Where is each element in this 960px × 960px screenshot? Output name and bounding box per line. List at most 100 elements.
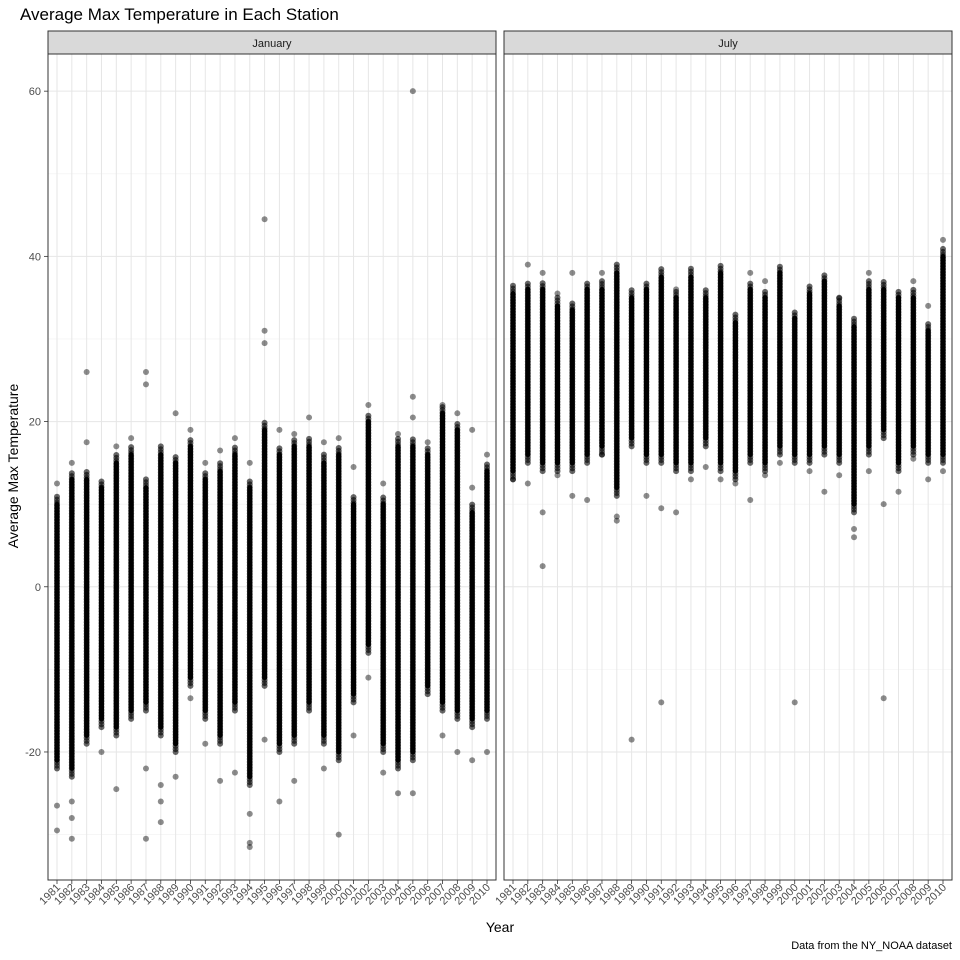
data-point — [276, 798, 283, 805]
data-point — [776, 263, 783, 270]
data-point — [68, 470, 75, 477]
data-point — [484, 461, 490, 468]
data-point — [68, 835, 75, 842]
data-point — [598, 278, 605, 285]
data-point — [762, 288, 769, 295]
facet-strip-label: January — [252, 38, 292, 50]
data-point — [157, 798, 164, 805]
data-point — [54, 802, 60, 809]
data-point — [261, 419, 268, 426]
data-point — [791, 309, 798, 316]
data-point — [142, 369, 149, 376]
data-point — [628, 287, 635, 294]
data-point — [98, 478, 105, 485]
data-point — [68, 798, 75, 805]
data-point — [291, 777, 298, 784]
data-point — [469, 426, 476, 433]
data-point — [454, 421, 461, 428]
data-point — [569, 300, 576, 307]
data-point — [895, 288, 902, 295]
data-point — [276, 445, 283, 452]
data-point — [142, 765, 149, 772]
data-point — [365, 674, 372, 681]
data-point — [925, 321, 932, 328]
data-point — [231, 769, 238, 776]
data-point — [335, 435, 342, 442]
data-point — [172, 454, 179, 461]
data-point — [172, 410, 179, 417]
data-point — [128, 444, 135, 451]
data-point — [113, 786, 120, 793]
data-point — [613, 261, 620, 268]
facet-panel-july: July198119821983198419851986198719881989… — [493, 30, 953, 907]
data-point — [584, 280, 591, 287]
data-point — [350, 494, 357, 501]
chart-title: Average Max Temperature in Each Station — [20, 5, 339, 24]
data-point — [424, 439, 431, 446]
data-point — [113, 452, 120, 459]
data-point — [469, 501, 476, 508]
data-point — [469, 484, 476, 491]
data-point — [687, 265, 694, 272]
data-point — [320, 451, 327, 458]
data-point — [202, 470, 209, 477]
data-point — [261, 216, 268, 223]
data-point — [187, 695, 194, 702]
data-point — [510, 282, 516, 289]
data-point — [454, 410, 461, 417]
facet-panel-january: January198119821983198419851986198719881… — [37, 30, 497, 907]
data-point — [261, 327, 268, 334]
data-point — [806, 283, 813, 290]
y-tick-label: -20 — [25, 747, 41, 759]
data-point — [910, 286, 917, 293]
data-point — [98, 748, 105, 755]
data-point — [851, 315, 858, 322]
data-point — [658, 266, 665, 273]
data-point — [409, 436, 416, 443]
y-tick-label: 40 — [29, 251, 41, 263]
data-point — [142, 835, 149, 842]
data-point — [142, 381, 149, 388]
plot-area: -200204060January19811982198319841985198… — [25, 30, 953, 907]
data-point — [717, 262, 724, 269]
data-point — [83, 369, 90, 376]
data-point — [128, 435, 135, 442]
data-point — [217, 777, 224, 784]
data-point — [68, 459, 75, 466]
data-point — [157, 443, 164, 450]
data-point — [524, 280, 531, 287]
data-point — [880, 278, 887, 285]
y-tick-label: 20 — [29, 417, 41, 429]
data-point — [484, 451, 490, 458]
data-point — [409, 790, 416, 797]
data-point — [172, 773, 179, 780]
data-point — [276, 426, 283, 433]
data-point — [454, 748, 461, 755]
data-point — [291, 430, 298, 437]
data-point — [643, 280, 650, 287]
data-point — [732, 311, 739, 318]
data-point — [380, 494, 387, 501]
data-point — [439, 402, 446, 409]
data-point — [365, 412, 372, 419]
data-point — [231, 444, 238, 451]
facet-strip-label: July — [718, 38, 738, 50]
data-point — [702, 287, 709, 294]
data-point — [439, 732, 446, 739]
data-point — [68, 815, 75, 822]
data-point — [217, 460, 224, 467]
data-point — [365, 402, 372, 409]
data-point — [246, 810, 253, 817]
data-point — [202, 740, 209, 747]
data-point — [335, 831, 342, 838]
data-point — [350, 464, 357, 470]
data-point — [261, 340, 268, 347]
data-point — [291, 437, 298, 444]
data-point — [142, 476, 149, 483]
data-point — [261, 736, 268, 743]
data-point — [157, 782, 164, 789]
data-point — [246, 459, 253, 466]
data-point — [380, 480, 387, 487]
data-point — [747, 280, 754, 287]
data-point — [306, 414, 313, 421]
